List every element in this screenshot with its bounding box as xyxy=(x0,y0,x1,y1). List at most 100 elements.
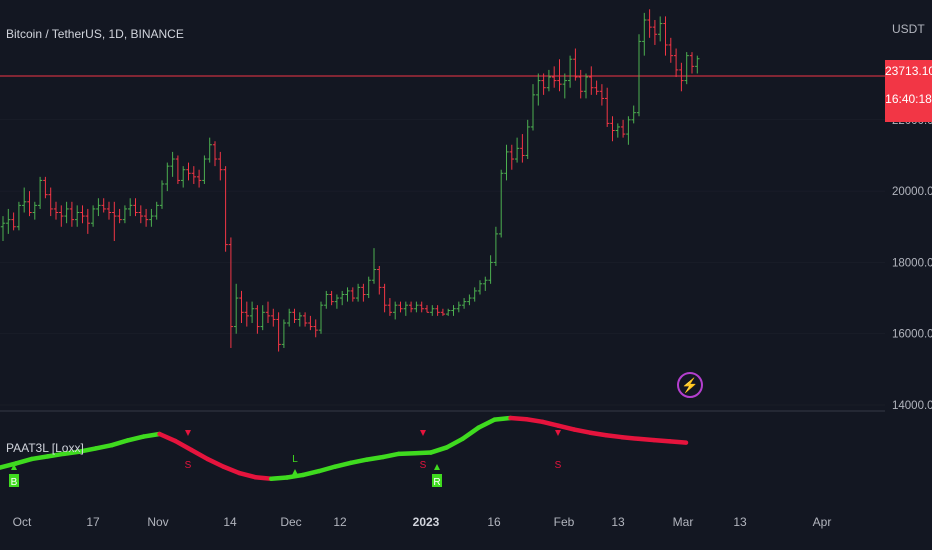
ohlc-bar xyxy=(223,166,228,252)
x-tick-label: 14 xyxy=(223,515,237,529)
ohlc-bar xyxy=(472,287,477,302)
ohlc-bar xyxy=(249,301,255,324)
indicator-segment xyxy=(300,468,322,478)
ohlc-bar xyxy=(80,205,85,224)
indicator-segment xyxy=(364,454,386,462)
ohlc-bar xyxy=(435,305,440,316)
ohlc-bar xyxy=(318,301,324,334)
ohlc-bar xyxy=(403,301,408,316)
indicator-segment xyxy=(221,464,242,476)
ohlc-bar xyxy=(520,134,525,163)
ohlc-bar xyxy=(567,55,573,88)
indicator-segment xyxy=(45,451,67,459)
ohlc-bar xyxy=(27,191,32,217)
ohlc-bar xyxy=(165,162,170,192)
ohlc-bar xyxy=(546,69,552,92)
ohlc-bar xyxy=(101,198,106,213)
indicator-segment xyxy=(125,434,146,443)
symbol-title[interactable]: Bitcoin / TetherUS, 1D, BINANCE xyxy=(6,27,184,41)
ohlc-bar xyxy=(652,20,658,45)
ohlc-bar xyxy=(536,73,541,106)
ohlc-bar xyxy=(610,116,615,142)
indicator-segment xyxy=(77,446,98,454)
signal-marker: S xyxy=(185,430,192,471)
ohlc-bar xyxy=(11,212,16,231)
ohlc-bar xyxy=(419,301,424,313)
y-tick-label: 14000.00 xyxy=(892,400,932,412)
ohlc-bar xyxy=(578,69,583,99)
signal-label: B xyxy=(11,477,18,488)
ohlc-bar xyxy=(37,176,43,209)
indicator-title[interactable]: PAAT3L [Loxx] xyxy=(6,441,84,455)
ohlc-bar xyxy=(117,208,122,224)
ohlc-bar xyxy=(32,201,37,220)
currency-label[interactable]: USDT xyxy=(892,22,925,36)
indicator-segment xyxy=(380,451,402,460)
x-tick-label: 17 xyxy=(86,515,100,529)
ohlc-bar xyxy=(387,298,393,316)
bar-countdown: 16:40:18 xyxy=(885,92,932,106)
ohlc-bar xyxy=(504,144,509,181)
ohlc-bar xyxy=(599,84,605,106)
ohlc-bar xyxy=(398,301,403,313)
indicator-segment xyxy=(348,457,370,466)
ohlc-bar xyxy=(382,283,387,313)
ohlc-bar xyxy=(620,119,626,138)
indicator-segment xyxy=(316,464,338,474)
y-axis[interactable]: 22000.0020000.0018000.0016000.0014000.00 xyxy=(892,115,932,412)
ohlc-bar xyxy=(679,62,684,92)
x-tick-label: 12 xyxy=(333,515,347,529)
ohlc-bar xyxy=(350,287,355,302)
indicator-segment xyxy=(0,461,19,470)
ohlc-bar xyxy=(541,73,546,95)
y-tick-label: 20000.00 xyxy=(892,186,932,198)
y-tick-label: 16000.00 xyxy=(892,329,932,341)
signal-label: L xyxy=(292,454,298,465)
ohlc-bar xyxy=(96,198,101,217)
indicator-segment xyxy=(237,470,258,480)
ohlc-bar xyxy=(493,226,499,266)
x-tick-label: Apr xyxy=(813,515,832,529)
ohlc-bar xyxy=(477,280,483,295)
indicator-segment xyxy=(556,423,577,432)
ohlc-bar xyxy=(408,301,414,313)
ohlc-bar xyxy=(159,180,165,209)
x-axis[interactable]: Oct 17 Nov 14 Dec 12 2023 16 Feb 13 Mar 13 Apr xyxy=(13,515,832,529)
ohlc-bar xyxy=(149,208,154,227)
ohlc-bar xyxy=(552,66,557,88)
ohlc-bar xyxy=(75,205,80,227)
indicator-segment xyxy=(428,445,449,455)
indicator-segment xyxy=(141,431,162,439)
x-tick-label: 13 xyxy=(611,515,625,529)
indicator-segment xyxy=(253,474,274,482)
signal-marker: S xyxy=(420,430,427,471)
ohlc-bar xyxy=(186,162,191,181)
signal-box xyxy=(9,474,19,487)
ohlc-bar xyxy=(207,137,212,163)
ohlc-bar xyxy=(313,319,318,338)
ohlc-bar xyxy=(557,59,562,92)
grid-lines xyxy=(0,119,885,406)
indicator-segment xyxy=(476,417,497,430)
indicator-segment xyxy=(572,427,593,435)
x-tick-label: 13 xyxy=(733,515,747,529)
signal-marker: S xyxy=(555,430,562,471)
ohlc-bar xyxy=(90,205,96,227)
signal-arrow xyxy=(185,430,191,436)
ohlc-bar xyxy=(85,208,90,234)
ohlc-bar xyxy=(414,301,419,313)
ohlc-bar xyxy=(170,151,175,177)
signal-marker: R xyxy=(432,464,442,488)
x-tick-label: 2023 xyxy=(413,515,440,529)
signal-marker: L xyxy=(292,454,298,475)
ohlc-bar xyxy=(663,16,668,56)
x-tick-label: Nov xyxy=(147,515,168,529)
lightning-bolt-icon[interactable]: ⚡ xyxy=(677,372,703,398)
signal-label: S xyxy=(185,460,192,471)
signal-marker: B xyxy=(9,464,19,488)
ohlc-bar xyxy=(636,34,642,117)
ohlc-bar xyxy=(138,205,143,224)
ohlc-bar xyxy=(6,208,11,234)
ohlc-bar xyxy=(128,198,133,217)
